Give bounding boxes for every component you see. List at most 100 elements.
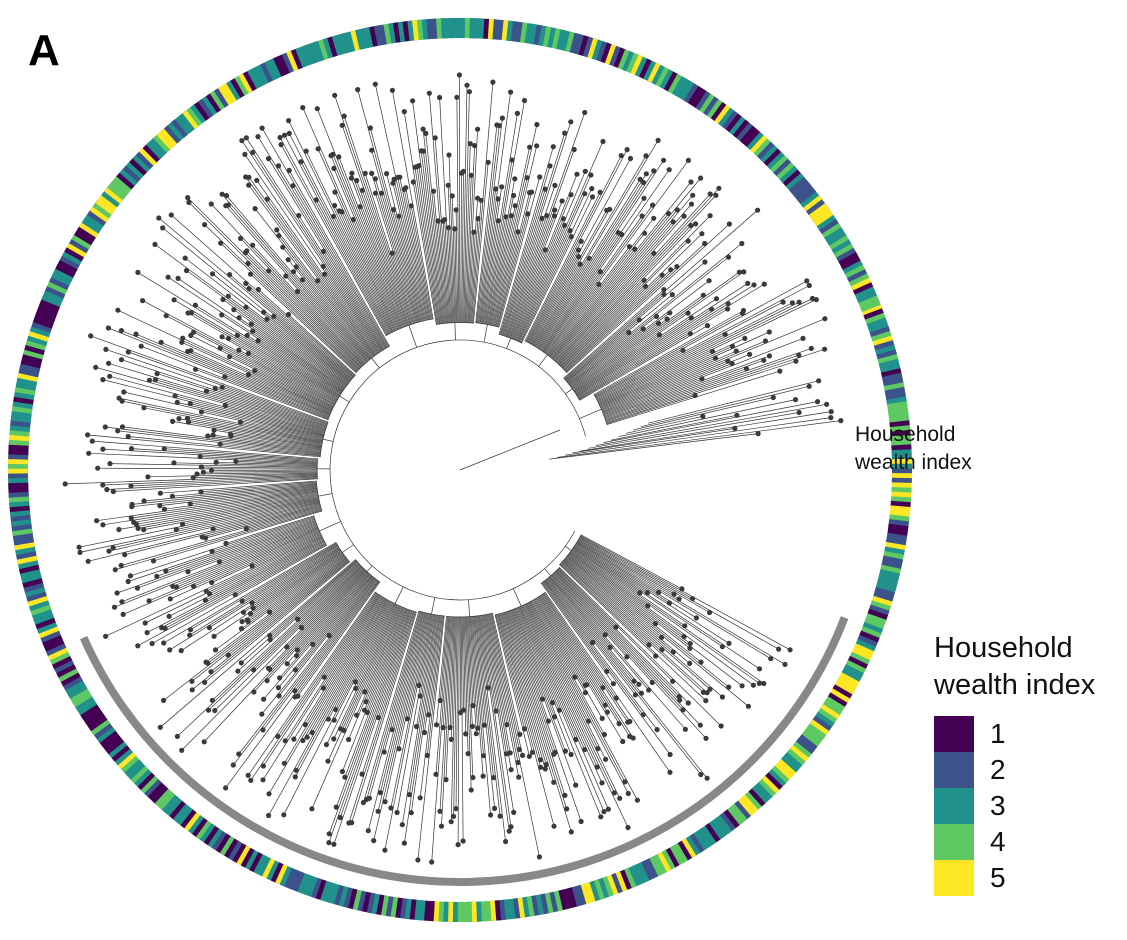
tree-branch — [149, 379, 299, 424]
tree-branch — [524, 340, 568, 374]
tree-branch — [535, 230, 571, 306]
tree-branch — [556, 271, 601, 333]
ring-segment — [93, 723, 113, 739]
tree-branch — [328, 552, 343, 563]
tree-branch — [308, 438, 323, 443]
tip-point — [264, 196, 270, 202]
tree-branch — [350, 573, 370, 596]
tree-branch — [571, 378, 586, 389]
tree-branch — [492, 284, 504, 326]
tip-point — [238, 626, 245, 632]
ring-segment — [165, 797, 183, 817]
tree-branch — [420, 150, 439, 289]
ring-segment — [8, 486, 29, 493]
tip-point — [267, 637, 273, 643]
tree-branch — [182, 337, 291, 390]
ring-segment — [130, 765, 149, 784]
tip-point — [688, 179, 694, 185]
ring-segment — [366, 892, 376, 914]
tree-branch — [546, 579, 573, 613]
tip-point — [512, 176, 518, 182]
tree-branch — [372, 321, 389, 348]
tree-branch — [331, 566, 362, 597]
tree-branch — [187, 312, 328, 394]
ring-segment — [431, 18, 438, 39]
tip-point — [616, 721, 622, 727]
tree-branch — [105, 426, 309, 452]
tip-point — [522, 726, 528, 732]
tip-point — [568, 192, 574, 198]
tree-branch — [326, 556, 346, 571]
tree-branch — [592, 289, 665, 354]
tree-branch — [462, 85, 468, 291]
tree-branch — [505, 611, 517, 646]
ring-segment — [623, 867, 637, 889]
tip-point — [295, 616, 301, 622]
tree-branch — [452, 303, 455, 323]
tree-branch — [310, 429, 325, 435]
tip-point — [445, 225, 451, 231]
tree-branch — [589, 308, 712, 388]
ring-segment — [890, 429, 911, 437]
tree-branch — [466, 175, 472, 286]
tree-branch — [513, 299, 531, 340]
ring-segment — [883, 382, 905, 391]
ring-segment — [602, 876, 614, 897]
tree-branch — [187, 417, 310, 442]
tip-point — [519, 752, 526, 759]
tree-branch — [543, 333, 558, 353]
ring-segment — [469, 18, 476, 39]
ring-segment — [36, 621, 58, 634]
tree-branch — [498, 205, 516, 283]
tip-point — [86, 450, 92, 456]
ring-segment — [687, 85, 703, 106]
tree-branch — [549, 576, 571, 601]
tip-point — [792, 397, 799, 403]
ring-segment — [399, 898, 408, 919]
tree-branch — [535, 330, 546, 347]
tree-branch — [532, 600, 539, 611]
ring-segment — [18, 368, 40, 378]
ring-segment — [341, 32, 352, 54]
tree-branch — [371, 299, 391, 334]
tip-point — [511, 809, 517, 816]
tree-branch — [290, 543, 326, 563]
tree-branch — [212, 571, 352, 701]
tree-branch — [190, 335, 306, 393]
tree-branch — [457, 650, 460, 845]
ring-segment — [553, 890, 563, 912]
ring-segment — [485, 901, 492, 922]
tree-branch — [558, 213, 669, 350]
tree-branch — [285, 619, 364, 741]
tip-point — [172, 393, 178, 399]
tip-point — [260, 727, 266, 733]
tree-branch — [380, 602, 394, 628]
tip-point — [190, 329, 197, 335]
ring-segment — [21, 353, 43, 364]
tree-branch — [602, 408, 613, 414]
tree-branch — [154, 244, 309, 359]
tree-branch — [443, 291, 448, 324]
tree-branch — [261, 583, 368, 715]
tip-point — [687, 641, 693, 647]
tree-branch — [480, 635, 506, 842]
tree-branch — [222, 299, 320, 369]
tree-branch — [307, 447, 322, 450]
tip-point — [680, 707, 686, 713]
tree-branch — [509, 176, 541, 289]
tree-branch — [623, 348, 812, 414]
ring-segment — [870, 600, 891, 612]
ring-segment — [880, 564, 901, 574]
tree-branch — [574, 367, 609, 392]
tip-point — [642, 230, 648, 236]
tree-branch — [431, 657, 447, 863]
tree-branch — [283, 636, 375, 815]
tree-branch — [591, 574, 702, 663]
tip-point — [707, 213, 713, 219]
tree-branch — [544, 580, 554, 592]
tip-point — [260, 777, 266, 783]
tree-branch — [302, 406, 330, 418]
ring-segment — [857, 634, 878, 648]
tree-branch — [565, 365, 583, 381]
tree-branch — [380, 291, 399, 330]
